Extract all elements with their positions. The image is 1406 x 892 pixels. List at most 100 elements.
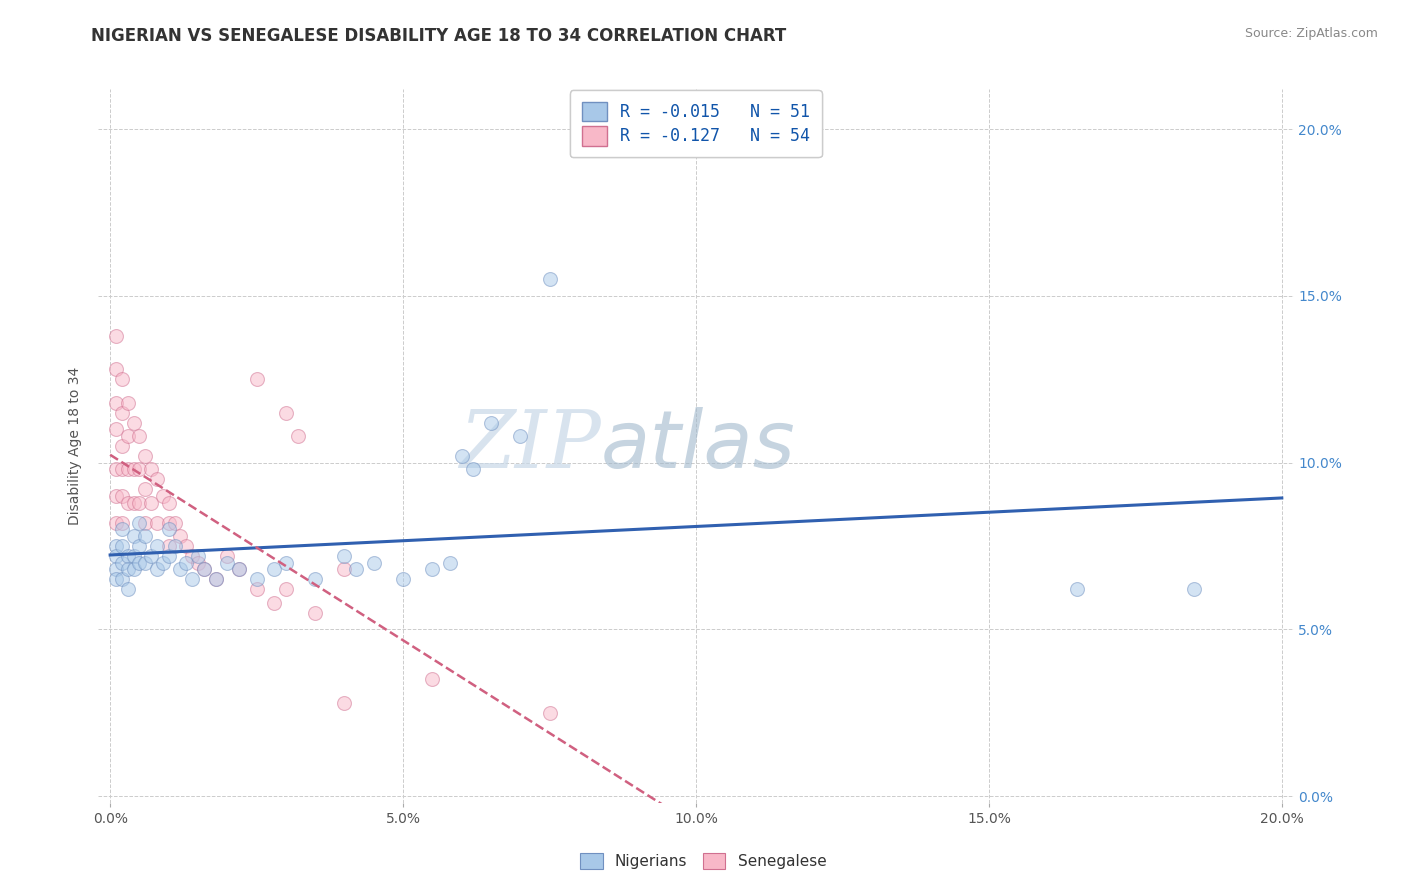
Point [187, 556, 209, 570]
Point [128, 556, 150, 570]
Point [105, 395, 128, 409]
Point [128, 462, 150, 476]
Point [111, 372, 134, 386]
Point [1066, 582, 1088, 597]
Point [193, 562, 215, 576]
Point [193, 562, 215, 576]
Point [105, 329, 128, 343]
Point [111, 406, 134, 420]
Point [246, 582, 269, 597]
Point [204, 573, 226, 587]
Point [157, 516, 180, 530]
Point [246, 573, 269, 587]
Point [174, 539, 197, 553]
Point [128, 539, 150, 553]
Point [263, 596, 285, 610]
Point [422, 562, 444, 576]
Point [111, 439, 134, 453]
Point [128, 429, 150, 443]
Point [274, 406, 297, 420]
Point [134, 529, 156, 543]
Point [122, 562, 145, 576]
Point [128, 496, 150, 510]
Point [105, 462, 128, 476]
Point [169, 562, 191, 576]
Legend: Nigerians, Senegalese: Nigerians, Senegalese [574, 847, 832, 875]
Point [141, 549, 163, 563]
Point [152, 489, 174, 503]
Point [122, 529, 145, 543]
Point [217, 556, 239, 570]
Point [111, 539, 134, 553]
Point [439, 556, 461, 570]
Point [333, 562, 356, 576]
Point [274, 556, 297, 570]
Point [163, 539, 186, 553]
Legend: R = -0.015   N = 51, R = -0.127   N = 54: R = -0.015 N = 51, R = -0.127 N = 54 [571, 90, 821, 157]
Point [122, 462, 145, 476]
Point [146, 516, 169, 530]
Point [111, 462, 134, 476]
Point [217, 549, 239, 563]
Text: Source: ZipAtlas.com: Source: ZipAtlas.com [1244, 27, 1378, 40]
Point [105, 549, 128, 563]
Point [146, 562, 169, 576]
Point [163, 516, 186, 530]
Point [181, 573, 204, 587]
Point [344, 562, 367, 576]
Y-axis label: Disability Age 18 to 34: Disability Age 18 to 34 [69, 367, 83, 525]
Point [333, 696, 356, 710]
Point [263, 562, 285, 576]
Point [479, 416, 502, 430]
Point [157, 549, 180, 563]
Point [463, 462, 485, 476]
Point [117, 562, 139, 576]
Point [134, 516, 156, 530]
Text: NIGERIAN VS SENEGALESE DISABILITY AGE 18 TO 34 CORRELATION CHART: NIGERIAN VS SENEGALESE DISABILITY AGE 18… [91, 27, 786, 45]
Point [538, 706, 561, 720]
Text: ZIP: ZIP [458, 408, 600, 484]
Point [134, 483, 156, 497]
Point [117, 462, 139, 476]
Point [538, 272, 561, 286]
Point [105, 362, 128, 376]
Point [274, 582, 297, 597]
Point [122, 549, 145, 563]
Point [450, 449, 472, 463]
Point [228, 562, 250, 576]
Point [117, 395, 139, 409]
Point [157, 539, 180, 553]
Point [141, 462, 163, 476]
Point [111, 573, 134, 587]
Point [333, 549, 356, 563]
Point [105, 562, 128, 576]
Point [111, 516, 134, 530]
Point [105, 516, 128, 530]
Point [1182, 582, 1205, 597]
Point [152, 556, 174, 570]
Point [105, 539, 128, 553]
Point [174, 556, 197, 570]
Point [134, 449, 156, 463]
Point [105, 422, 128, 436]
Point [117, 429, 139, 443]
Point [204, 573, 226, 587]
Point [246, 372, 269, 386]
Point [122, 496, 145, 510]
Point [509, 429, 531, 443]
Point [146, 539, 169, 553]
Point [141, 496, 163, 510]
Point [392, 573, 415, 587]
Point [111, 489, 134, 503]
Point [169, 529, 191, 543]
Point [157, 522, 180, 536]
Point [304, 573, 326, 587]
Point [422, 673, 444, 687]
Point [105, 573, 128, 587]
Point [122, 416, 145, 430]
Text: atlas: atlas [600, 407, 796, 485]
Point [128, 516, 150, 530]
Point [187, 549, 209, 563]
Point [304, 606, 326, 620]
Point [117, 496, 139, 510]
